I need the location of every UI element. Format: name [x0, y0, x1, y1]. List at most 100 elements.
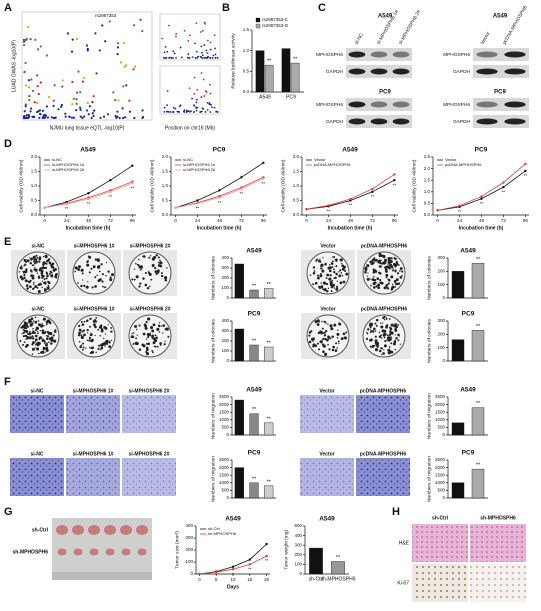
- colony: [326, 290, 329, 293]
- y-tick-label: 1000: [435, 417, 446, 422]
- colony: [316, 319, 320, 323]
- y-axis-label: Relative luciferase activity: [230, 33, 236, 89]
- y-tick-label: 100: [221, 348, 229, 353]
- band: [348, 51, 366, 58]
- marker: [43, 206, 46, 209]
- colony: [99, 334, 101, 337]
- regional-dot: [205, 49, 208, 52]
- colony: [18, 271, 21, 273]
- colony: [339, 269, 342, 272]
- colony: [151, 334, 154, 338]
- snp-dot: [27, 113, 30, 117]
- snp-dot: [52, 104, 55, 107]
- colony: [331, 348, 335, 352]
- colony: [381, 353, 383, 356]
- colony: [375, 318, 379, 322]
- colony: [331, 279, 334, 282]
- colony: [41, 267, 44, 270]
- x-tick-label: 24: [457, 218, 463, 223]
- x-axis-label: Days: [227, 584, 239, 590]
- snp-dot: [31, 115, 34, 118]
- image-label: pcDNA-MPHOSPH6: [360, 388, 407, 394]
- bar: [264, 346, 274, 362]
- x-tick-label: 96: [130, 218, 136, 223]
- colony: [319, 274, 323, 278]
- snp-dot: [139, 18, 142, 21]
- cell-line: A549: [493, 14, 508, 20]
- colony: [134, 324, 138, 328]
- colony: [48, 341, 50, 343]
- colony: [377, 260, 380, 264]
- colony: [330, 290, 333, 293]
- colony: [382, 333, 386, 337]
- colony: [383, 318, 386, 321]
- band: [476, 51, 498, 58]
- colony: [319, 258, 321, 260]
- y-tick-label: 1.0: [424, 189, 431, 194]
- lane-label: Vector: [480, 31, 492, 46]
- colony: [139, 282, 142, 285]
- regional-dot: [206, 101, 209, 104]
- marker: [502, 181, 505, 184]
- bar: [234, 399, 244, 436]
- colony: [329, 337, 332, 340]
- snp-dot: [46, 116, 50, 119]
- band: [392, 68, 410, 75]
- colony: [38, 260, 41, 263]
- colony: [32, 274, 35, 277]
- marker: [109, 190, 112, 193]
- colony: [25, 268, 28, 271]
- colony: [24, 270, 28, 274]
- marker: [262, 161, 265, 164]
- colony: [384, 340, 387, 343]
- colony: [36, 256, 39, 259]
- colony: [138, 266, 141, 269]
- y-tick-label: 500: [437, 488, 445, 493]
- colony: [167, 335, 170, 338]
- snp-dot: [37, 92, 40, 96]
- x-tick-label: 24: [64, 218, 70, 223]
- colony: [373, 258, 376, 261]
- colony: [49, 261, 51, 263]
- snp-dot: [71, 80, 74, 84]
- colony: [99, 278, 102, 282]
- colony: [37, 331, 39, 333]
- marker: [265, 554, 268, 558]
- legend-label: sh-Ctrl: [208, 526, 220, 531]
- snp-dot: [68, 115, 71, 118]
- snp-dot: [22, 43, 26, 47]
- colony: [315, 259, 318, 262]
- colony: [379, 261, 382, 265]
- regional-dot: [173, 52, 176, 55]
- significance: **: [336, 555, 341, 561]
- colony: [30, 258, 33, 261]
- snp-dot: [119, 61, 123, 64]
- colony: [34, 347, 36, 349]
- colony: [48, 272, 51, 275]
- image-label: si-NC: [30, 451, 43, 457]
- snp-dot: [88, 105, 92, 108]
- colony: [332, 256, 334, 258]
- protein-label: GAPDH: [453, 69, 471, 75]
- colony: [163, 276, 168, 280]
- bar: [264, 64, 274, 93]
- snp-dot: [28, 95, 31, 98]
- snp-dot: [115, 116, 118, 119]
- y-tick-label: 200: [437, 269, 445, 274]
- colony: [160, 272, 163, 275]
- colony: [392, 283, 394, 286]
- colony: [30, 274, 34, 278]
- colony: [373, 286, 376, 289]
- marker: [524, 169, 527, 173]
- colony: [34, 329, 37, 332]
- colony: [331, 260, 334, 262]
- snp-dot: [35, 74, 39, 77]
- legend-label: si-MPHOSPH6 2#: [52, 167, 85, 172]
- y-tick-label: 2500: [219, 457, 230, 462]
- ruler: [52, 572, 152, 580]
- colony: [395, 325, 398, 329]
- y-axis-label: Numbers of colonies: [210, 256, 216, 300]
- colony: [313, 270, 316, 272]
- colony: [159, 259, 161, 262]
- snp-dot: [47, 96, 51, 99]
